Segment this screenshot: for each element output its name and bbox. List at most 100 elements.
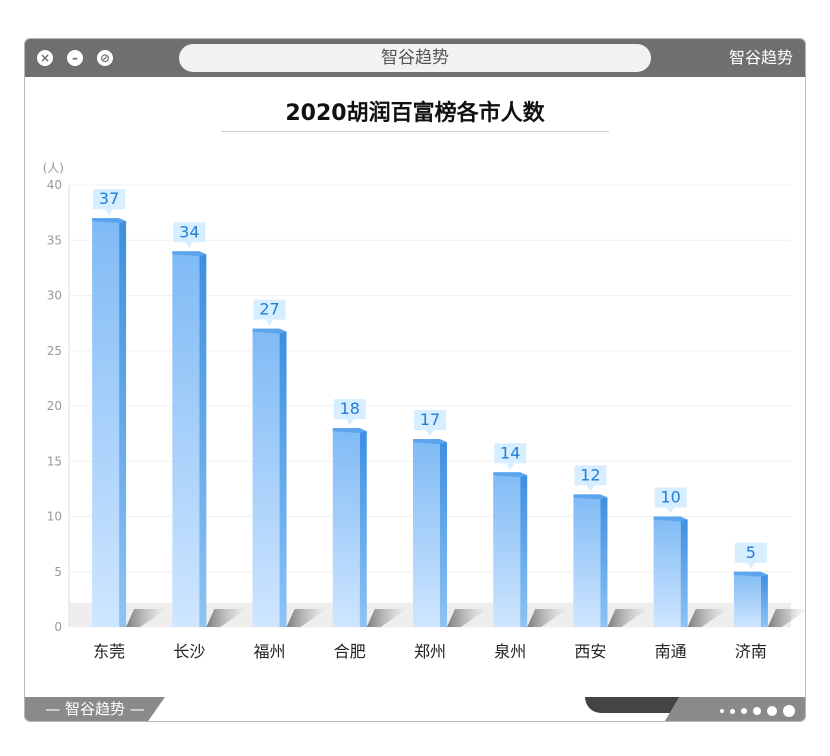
bar-chart: 0 5 10 15 20 25 30 35 40 (人) 37 东莞 34 长沙 27 福州 18 合肥 17 郑州 1… xyxy=(43,161,805,661)
bar-top xyxy=(653,516,688,522)
bar-side xyxy=(359,431,367,627)
bar xyxy=(413,439,440,627)
address-bar: 智谷趋势 xyxy=(179,44,651,72)
dot-icon xyxy=(783,705,795,717)
bar-top xyxy=(252,328,287,334)
x-tick-label: 济南 xyxy=(735,642,767,661)
value-label: 17 xyxy=(420,410,440,429)
bar xyxy=(332,428,360,627)
bar-top xyxy=(332,428,367,434)
value-label-pointer xyxy=(666,507,675,514)
x-tick-label: 长沙 xyxy=(173,642,205,661)
y-tick-label: 30 xyxy=(47,289,62,303)
bar xyxy=(653,516,681,627)
value-label-pointer xyxy=(185,242,194,249)
y-unit-label: (人) xyxy=(43,161,64,175)
value-label: 34 xyxy=(179,222,199,241)
x-tick-label: 西安 xyxy=(574,642,606,661)
dot-icon xyxy=(730,708,735,714)
y-tick-label: 20 xyxy=(47,399,62,413)
bar-shadow xyxy=(366,609,407,627)
bar-shadow xyxy=(767,609,805,627)
bar-top xyxy=(172,251,207,257)
value-label-pointer xyxy=(506,463,515,470)
bar-shadow xyxy=(447,609,487,627)
y-tick-label: 10 xyxy=(47,510,62,524)
value-label: 14 xyxy=(500,443,520,462)
bar-side xyxy=(680,519,688,627)
bar-side xyxy=(199,254,207,628)
bar-shadow xyxy=(607,609,648,627)
bar-shadow xyxy=(527,609,568,627)
app-window: × – ⊘ 智谷趋势 智谷趋势 2020胡润百富榜各市人数 0 5 10 15 20 25… xyxy=(24,38,806,722)
bar-shadow xyxy=(126,609,167,627)
value-label-bg xyxy=(654,487,687,508)
bar xyxy=(172,251,200,628)
value-label-bg xyxy=(93,189,126,210)
footer-right-bar xyxy=(665,697,805,721)
dot-icon xyxy=(720,709,724,713)
x-tick-label: 东莞 xyxy=(93,642,125,661)
bar-side xyxy=(440,442,447,627)
y-tick-label: 5 xyxy=(54,565,62,579)
brand-label: 智谷趋势 xyxy=(728,48,793,67)
value-label: 27 xyxy=(259,300,279,319)
bar-top xyxy=(733,571,768,577)
value-label-bg xyxy=(494,443,527,464)
bar-side xyxy=(760,574,768,627)
value-label-bg xyxy=(414,410,446,431)
y-tick-label: 0 xyxy=(54,620,62,634)
page-dots xyxy=(720,705,795,717)
value-label: 12 xyxy=(580,465,600,484)
value-label-pointer xyxy=(265,319,274,326)
chart-title: 2020胡润百富榜各市人数 xyxy=(285,101,545,126)
value-label-bg xyxy=(253,299,286,320)
bar-top xyxy=(92,218,127,224)
value-label: 10 xyxy=(660,488,680,507)
value-label: 37 xyxy=(99,189,119,208)
value-label-pointer xyxy=(746,562,755,569)
bar xyxy=(92,218,120,627)
dot-icon xyxy=(767,706,777,716)
y-tick-label: 25 xyxy=(47,344,62,358)
footer-tab xyxy=(585,697,685,713)
bar-shadow xyxy=(687,609,728,627)
maximize-icon[interactable]: ⊘ xyxy=(97,50,113,66)
bar xyxy=(493,472,521,627)
bar-side xyxy=(119,221,127,627)
value-label-pointer xyxy=(345,419,354,426)
bar xyxy=(252,328,280,627)
value-label: 18 xyxy=(340,399,360,418)
bar-top xyxy=(413,439,447,445)
x-tick-label: 泉州 xyxy=(494,642,526,661)
value-label-pointer xyxy=(105,209,114,216)
value-label-bg xyxy=(173,222,206,243)
bar-side xyxy=(279,331,287,627)
title-underline xyxy=(221,131,609,132)
value-label: 5 xyxy=(746,543,756,562)
dot-icon xyxy=(741,708,747,714)
value-label-bg xyxy=(574,465,607,486)
bar-top xyxy=(573,494,608,500)
value-label-bg xyxy=(333,399,366,420)
dot-icon xyxy=(753,707,761,715)
bar xyxy=(573,494,601,627)
y-tick-label: 15 xyxy=(47,454,62,468)
minimize-icon[interactable]: – xyxy=(67,50,83,66)
y-tick-label: 40 xyxy=(47,178,62,192)
footer-brand: — 智谷趋势 — xyxy=(25,697,165,721)
x-tick-label: 福州 xyxy=(254,642,286,661)
bar-shadow xyxy=(286,609,327,627)
bar-shadow xyxy=(206,609,247,627)
x-tick-label: 郑州 xyxy=(414,642,446,661)
bar-side xyxy=(600,497,608,627)
x-tick-label: 合肥 xyxy=(334,642,366,661)
bar-top xyxy=(493,472,528,478)
value-label-bg xyxy=(734,542,767,563)
title-bar: × – ⊘ 智谷趋势 智谷趋势 xyxy=(25,39,805,77)
bar xyxy=(733,571,761,627)
value-label-pointer xyxy=(426,430,434,437)
y-tick-label: 35 xyxy=(47,233,62,247)
value-label-pointer xyxy=(586,485,595,492)
close-icon[interactable]: × xyxy=(37,50,53,66)
